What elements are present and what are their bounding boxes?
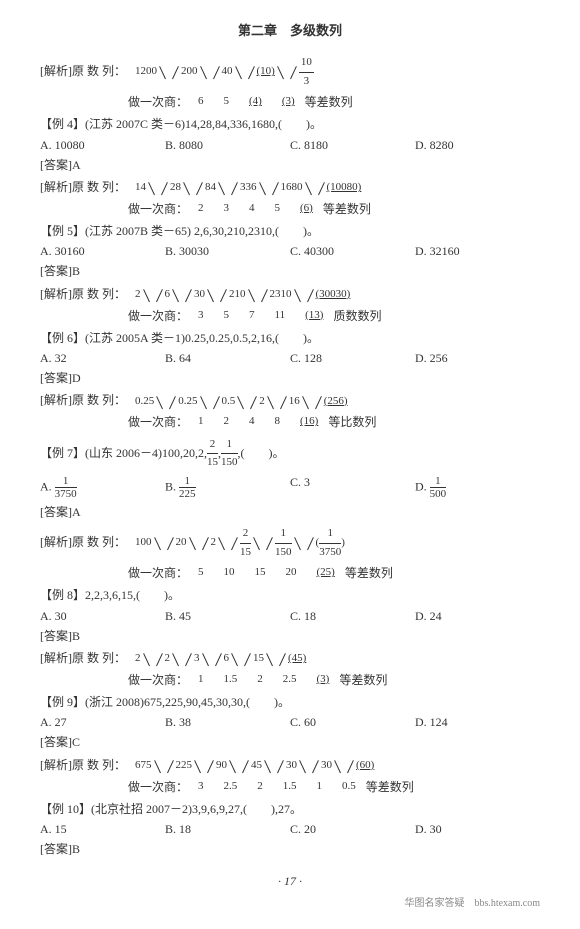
- footer: 华图名家答疑 bbs.htexam.com: [40, 894, 540, 909]
- page-number: · 17 ·: [40, 874, 540, 889]
- ex8-q: 【例 8】2,2,3,6,15,( )。: [40, 586, 540, 605]
- ex4-opts: A. 10080B. 8080C. 8180D. 8280: [40, 138, 540, 153]
- ex9-q: 【例 9】(浙江 2008)675,225,90,45,30,30,( )。: [40, 693, 540, 712]
- ex5-q: 【例 5】(江苏 2007B 类－65) 2,6,30,210,2310,( )…: [40, 222, 540, 241]
- ex7-q: 【例 7】(山东 2006－4)100,20,2,215,1150,( )。: [40, 436, 540, 472]
- chapter-header: 第二章 多级数列: [40, 20, 540, 39]
- ex6-q: 【例 6】(江苏 2005A 类－1)0.25,0.25,0.5,2,16,( …: [40, 329, 540, 348]
- ex10-q: 【例 10】(北京社招 2007－2)3,9,6,9,27,( ),27。: [40, 800, 540, 819]
- ex4-q: 【例 4】(江苏 2007C 类－6)14,28,84,336,1680,( )…: [40, 115, 540, 134]
- analysis-b0: [解析]原 数 列： 120020040(10)103: [40, 54, 540, 90]
